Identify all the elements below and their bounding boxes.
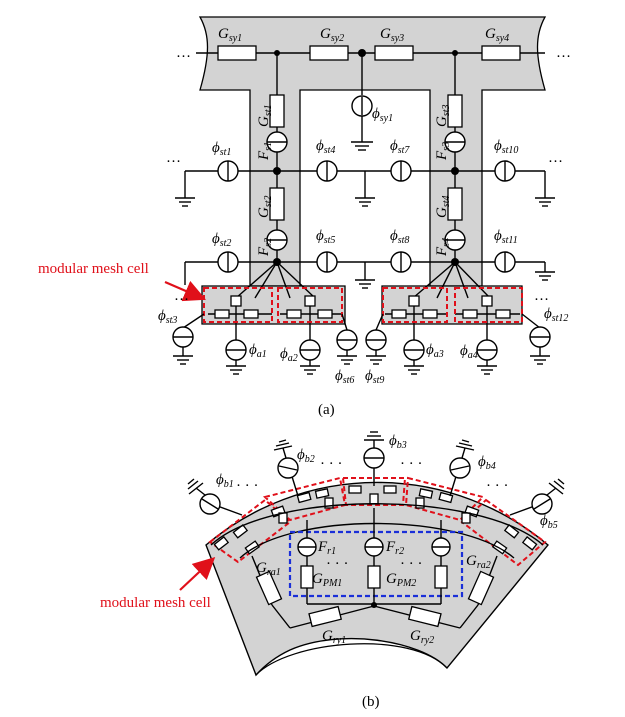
resistor-gsy2 <box>309 45 349 61</box>
resistor-gpm2 <box>367 565 381 589</box>
svg-text:Fs3: Fs3 <box>434 142 452 161</box>
resistor-gst3 <box>447 94 463 128</box>
svg-text:ϕa4: ϕa4 <box>460 343 478 361</box>
svg-text:…: … <box>534 288 549 304</box>
callout-arrow-b <box>179 556 216 591</box>
svg-text:Fs2: Fs2 <box>256 238 274 257</box>
svg-text:ϕb1: ϕb1 <box>216 472 234 490</box>
svg-text:…: … <box>166 150 181 166</box>
svg-text:ϕst11: ϕst11 <box>494 228 518 246</box>
resistor-gpm1 <box>300 565 314 589</box>
svg-text:Gst3: Gst3 <box>434 104 452 127</box>
svg-text:ϕb5: ϕb5 <box>540 513 558 531</box>
svg-text:ϕst6: ϕst6 <box>335 368 354 386</box>
svg-text:…: … <box>556 45 571 61</box>
svg-text:· · ·: · · · <box>486 478 509 494</box>
svg-text:· · ·: · · · <box>320 456 343 472</box>
svg-text:Gry1: Gry1 <box>322 628 346 646</box>
svg-text:ϕst8: ϕst8 <box>390 228 409 246</box>
svg-text:· · ·: · · · <box>400 456 423 472</box>
svg-text:· · ·: · · · <box>326 556 349 572</box>
svg-text:Fs1: Fs1 <box>256 142 274 161</box>
svg-text:Fr2: Fr2 <box>385 539 404 557</box>
resistor-gry1 <box>308 605 343 628</box>
resistor-gst1 <box>269 94 285 128</box>
svg-text:GPM2: GPM2 <box>386 571 416 589</box>
svg-text:Gst2: Gst2 <box>256 195 274 218</box>
mesh-cell-a4 <box>454 287 523 340</box>
svg-text:Gry2: Gry2 <box>410 628 434 646</box>
mesh-cell-a1 <box>203 287 273 340</box>
svg-text:GPM1: GPM1 <box>312 571 342 589</box>
svg-text:ϕst4: ϕst4 <box>316 138 335 156</box>
flux-source-b3 <box>363 431 385 469</box>
resistor-gpm3 <box>434 565 448 589</box>
figure-a: Gsy1 Gsy2 Gsy3 Gsy4 Gst1 Gst2 Gst3 Gst4 … <box>38 16 571 418</box>
svg-text:Fr1: Fr1 <box>317 539 336 557</box>
svg-text:ϕb4: ϕb4 <box>478 454 496 472</box>
svg-text:Gsy2: Gsy2 <box>320 26 344 44</box>
svg-text:ϕst7: ϕst7 <box>390 138 410 156</box>
svg-text:Gra1: Gra1 <box>256 560 281 578</box>
resistor-gst2 <box>269 187 285 221</box>
svg-text:ϕb3: ϕb3 <box>389 433 407 451</box>
resistor-gst4 <box>447 187 463 221</box>
svg-text:Gra2: Gra2 <box>466 553 491 571</box>
svg-text:Gsy1: Gsy1 <box>218 26 242 44</box>
flux-source-b4 <box>449 439 475 479</box>
svg-text:Gst4: Gst4 <box>434 195 452 218</box>
svg-text:…: … <box>174 288 189 304</box>
svg-text:Gst1: Gst1 <box>256 104 274 127</box>
flux-source-b1 <box>187 478 221 515</box>
svg-text:ϕst5: ϕst5 <box>316 228 335 246</box>
svg-text:· · ·: · · · <box>236 478 259 494</box>
resistor-gsy1 <box>217 45 257 61</box>
svg-text:ϕsy1: ϕsy1 <box>372 106 393 124</box>
svg-text:Gsy3: Gsy3 <box>380 26 404 44</box>
svg-text:ϕb2: ϕb2 <box>297 447 315 465</box>
figure-b: ϕb1 ϕb2 ϕb3 ϕb4 ϕb5 Fr1 Fr2 GPM1 GPM2 Gr… <box>100 431 565 710</box>
svg-text:ϕst3: ϕst3 <box>158 308 177 326</box>
flux-source-b2 <box>273 439 299 479</box>
svg-text:ϕst2: ϕst2 <box>212 231 231 249</box>
svg-text:ϕa3: ϕa3 <box>426 342 444 360</box>
mesh-cell-a3 <box>382 287 448 340</box>
mesh-ring-b <box>208 476 547 567</box>
mesh-cell-a2 <box>277 287 343 340</box>
svg-text:ϕst10: ϕst10 <box>494 138 518 156</box>
svg-text:Fs4: Fs4 <box>434 238 452 257</box>
svg-text:ϕst12: ϕst12 <box>544 306 568 324</box>
flux-source-b5 <box>531 478 565 515</box>
callout-label-b: modular mesh cell <box>100 595 211 611</box>
pm-region <box>288 530 464 598</box>
resistor-gra1 <box>255 570 283 606</box>
resistor-gry2 <box>407 605 442 628</box>
resistor-gsy4 <box>481 45 521 61</box>
callout-arrow-a <box>164 280 207 302</box>
resistor-gsy3 <box>374 45 414 61</box>
caption-a: (a) <box>318 402 335 418</box>
svg-text:· · ·: · · · <box>400 556 423 572</box>
svg-text:ϕa2: ϕa2 <box>280 346 298 364</box>
svg-text:…: … <box>176 45 191 61</box>
svg-text:ϕst1: ϕst1 <box>212 140 231 158</box>
svg-text:ϕst9: ϕst9 <box>365 368 384 386</box>
callout-label-a: modular mesh cell <box>38 261 149 277</box>
svg-text:ϕa1: ϕa1 <box>249 342 267 360</box>
svg-text:…: … <box>548 150 563 166</box>
caption-b: (b) <box>362 694 380 710</box>
svg-text:Gsy4: Gsy4 <box>485 26 509 44</box>
resistor-gra2 <box>467 570 495 606</box>
